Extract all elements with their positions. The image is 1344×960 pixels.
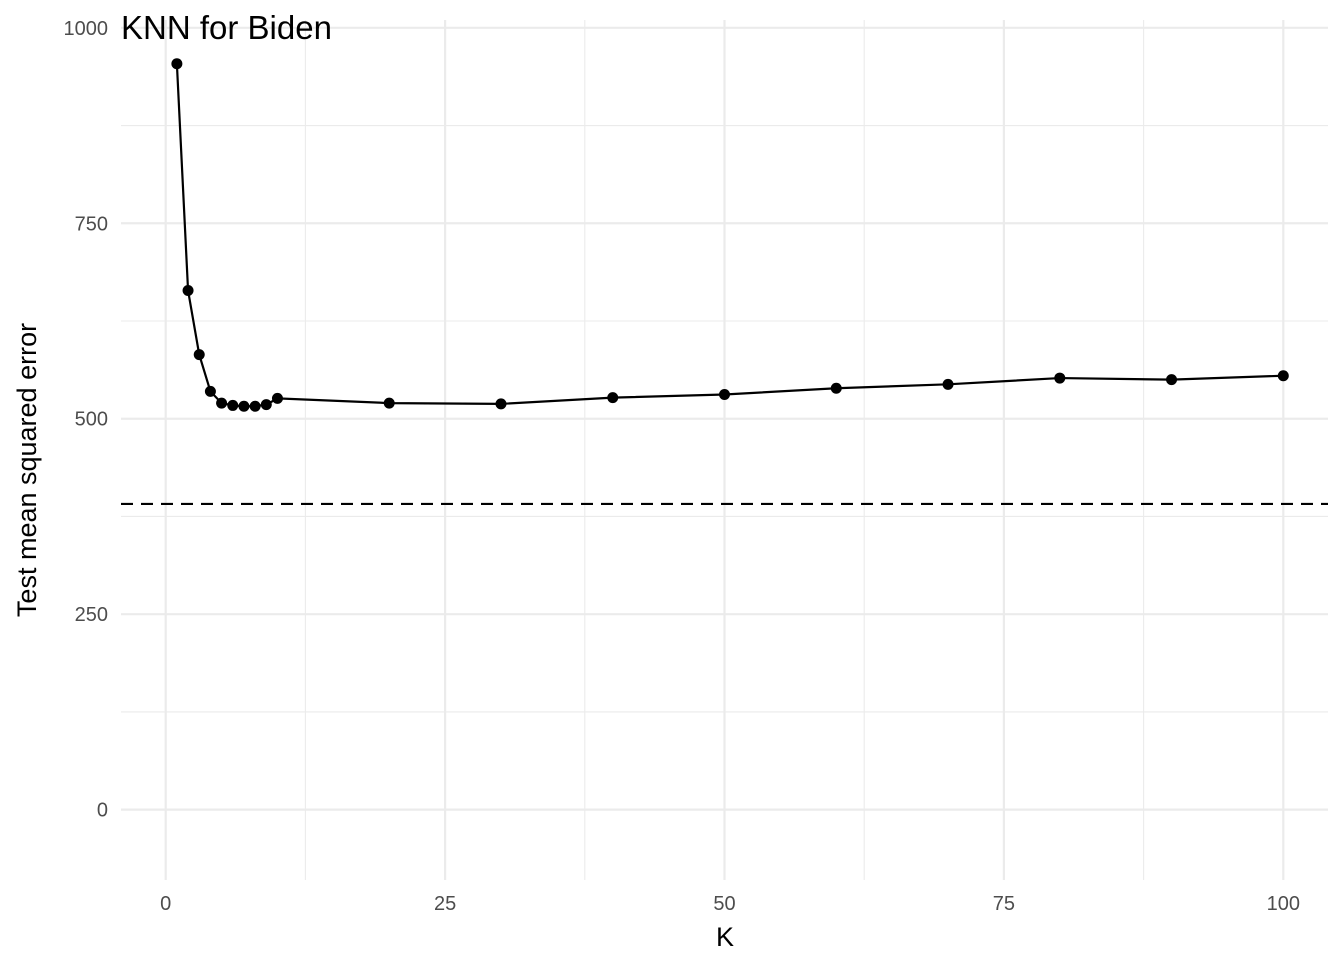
x-tick-label: 100: [1267, 893, 1300, 915]
y-tick-label: 250: [75, 604, 108, 626]
data-point: [495, 398, 507, 410]
major-grid: [121, 20, 1328, 880]
data-point: [719, 388, 730, 400]
data-point: [1277, 370, 1289, 382]
data-point: [271, 392, 283, 404]
y-tick-label: 0: [97, 800, 108, 822]
chart-title: KNN for Biden: [121, 9, 332, 46]
data-point: [193, 349, 205, 361]
x-tick-label: 0: [160, 893, 171, 915]
data-point: [171, 58, 183, 70]
x-axis-title: K: [716, 922, 734, 952]
y-tick-label: 500: [75, 409, 108, 431]
data-point: [227, 399, 239, 411]
y-tick-label: 1000: [64, 18, 109, 40]
data-point: [607, 392, 619, 404]
y-axis-title: Test mean squared error: [12, 323, 42, 617]
x-tick-label: 25: [434, 893, 456, 915]
data-point: [249, 400, 261, 412]
data-point: [216, 397, 228, 409]
series-line: [175, 63, 1284, 408]
data-point: [1166, 374, 1178, 386]
x-tick-label: 75: [993, 893, 1015, 915]
data-point: [182, 285, 194, 297]
data-point: [830, 382, 842, 394]
data-point: [1054, 372, 1066, 384]
x-tick-labels: 0 25 50 75 100: [160, 893, 1300, 915]
x-tick-label: 50: [713, 893, 735, 915]
y-tick-label: 750: [75, 213, 108, 235]
data-point: [383, 397, 395, 409]
data-point: [260, 399, 272, 411]
data-point: [238, 400, 250, 412]
data-point: [204, 385, 216, 397]
y-tick-labels: 0 250 500 750 1000: [64, 18, 109, 822]
data-point: [942, 378, 954, 390]
series-layer: [171, 58, 1289, 412]
